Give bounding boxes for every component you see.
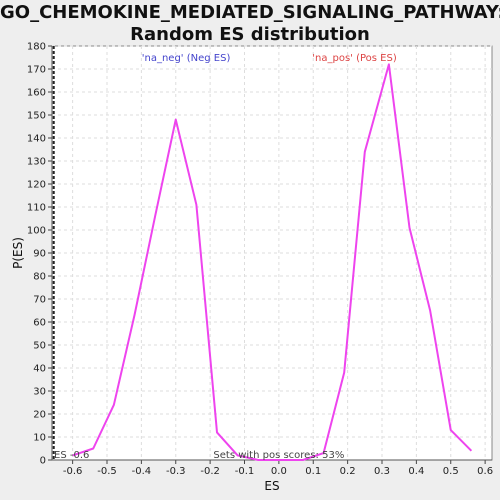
y-tick-label: 140 (27, 134, 46, 145)
series-line (72, 63, 473, 461)
x-tick-label: 0.5 (443, 466, 459, 477)
x-tick-label: 0.2 (340, 466, 356, 477)
y-tick-label: 70 (33, 295, 46, 306)
x-axis-title: ES (264, 479, 279, 493)
y-tick-label: 50 (33, 341, 46, 352)
x-tick-label: -0.4 (132, 466, 152, 477)
x-tick-label: 0.6 (477, 466, 493, 477)
y-tick-label: 30 (33, 387, 46, 398)
y-tick-label: 170 (27, 65, 46, 76)
y-tick-label: 150 (27, 111, 46, 122)
y-tick-label: 120 (27, 180, 46, 191)
annotations: 'na_neg' (Neg ES) 'na_pos' (Pos ES) ES -… (54, 53, 397, 461)
neg-es-label: 'na_neg' (Neg ES) (142, 53, 231, 64)
actual-es-label: ES -0.6 (54, 450, 89, 461)
y-tick-label: 110 (27, 203, 46, 214)
series (72, 63, 473, 461)
x-tick-label: -0.1 (235, 466, 255, 477)
x-tick-label: 0.0 (271, 466, 287, 477)
x-tick-label: -0.6 (63, 466, 83, 477)
chart-title-line-2: Random ES distribution (130, 24, 370, 45)
y-tick-label: 180 (27, 42, 46, 53)
x-tick-label: 0.1 (305, 466, 321, 477)
chart-title: GO_CHEMOKINE_MEDIATED_SIGNALING_PATHWAY:… (0, 2, 500, 46)
pos-es-label: 'na_pos' (Pos ES) (312, 53, 397, 64)
x-tick-label: 0.3 (374, 466, 390, 477)
chart-title-line-1: GO_CHEMOKINE_MEDIATED_SIGNALING_PATHWAY: (0, 2, 500, 23)
x-tick-label: 0.4 (408, 466, 424, 477)
y-tick-label: 40 (33, 364, 46, 375)
y-tick-label: 100 (27, 226, 46, 237)
y-tick-label: 80 (33, 272, 46, 283)
y-tick-label: 0 (40, 456, 46, 467)
x-tick-label: -0.2 (200, 466, 220, 477)
pos-scores-label: Sets with pos scores: 53% (213, 450, 344, 461)
axes: 0 10 20 30 40 50 60 70 80 90 100 110 120 130 140 150 160… (27, 42, 493, 478)
y-axis-title: P(ES) (11, 237, 25, 269)
x-tick-label: -0.5 (97, 466, 117, 477)
y-tick-label: 10 (33, 433, 46, 444)
y-tick-label: 130 (27, 157, 46, 168)
y-tick-label: 90 (33, 249, 46, 260)
y-tick-label: 160 (27, 88, 46, 99)
y-tick-label: 20 (33, 410, 46, 421)
grid (52, 45, 492, 461)
y-tick-label: 60 (33, 318, 46, 329)
x-tick-label: -0.3 (166, 466, 186, 477)
